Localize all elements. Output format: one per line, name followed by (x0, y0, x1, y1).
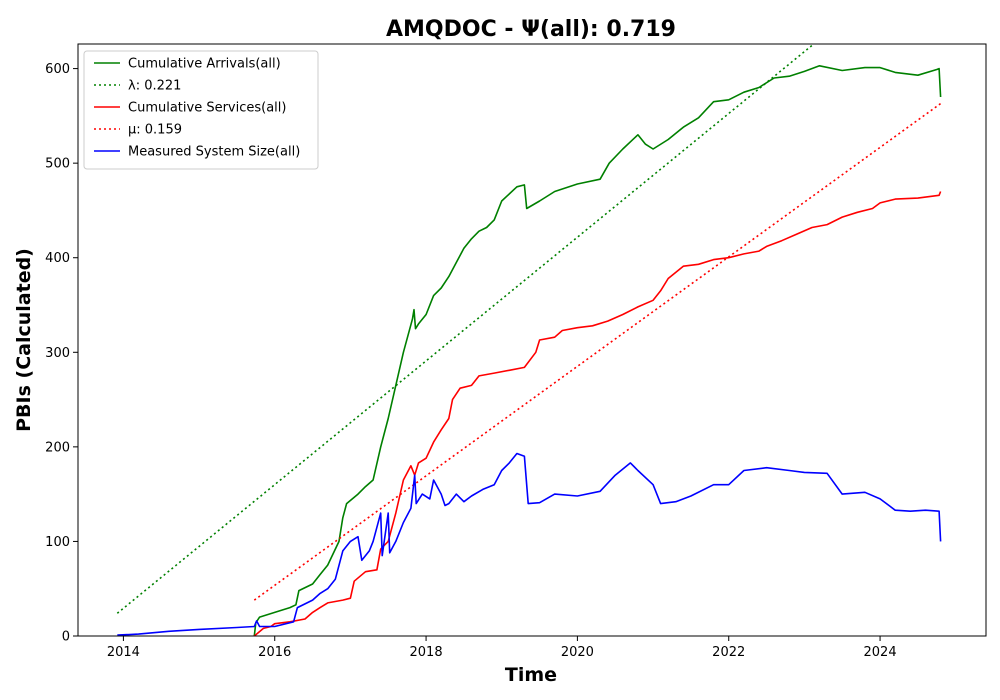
x-tick-label: 2022 (712, 645, 745, 660)
chart-title: AMQDOC - Ψ(all): 0.719 (386, 17, 676, 42)
y-tick-label: 0 (62, 630, 70, 645)
legend-label: μ: 0.159 (128, 123, 182, 138)
series-line-3 (253, 102, 942, 601)
series-lines (116, 44, 942, 636)
x-axis-label: Time (505, 664, 557, 686)
x-tick-label: 2016 (258, 645, 291, 660)
legend-label: Cumulative Services(all) (128, 101, 286, 116)
x-tick-label: 2014 (107, 645, 140, 660)
legend-label: Cumulative Arrivals(all) (128, 57, 281, 72)
series-line-0 (253, 65, 942, 636)
y-axis-label: PBIs (Calculated) (13, 248, 35, 432)
series-line-2 (253, 191, 942, 636)
legend: Cumulative Arrivals(all) λ: 0.221 Cumulati… (83, 50, 319, 170)
y-tick-label: 200 (45, 440, 70, 455)
axes (77, 43, 987, 637)
legend-box (83, 50, 319, 170)
x-tick-label: 2020 (561, 645, 594, 660)
axes-frame (77, 43, 987, 637)
legend-label: λ: 0.221 (128, 79, 181, 94)
x-tick-label: 2018 (410, 645, 443, 660)
y-tick-label: 400 (45, 251, 70, 266)
y-tick-label: 100 (45, 535, 70, 550)
y-tick-label: 500 (45, 157, 70, 172)
series-line-4 (117, 452, 942, 636)
x-tick-label: 2024 (864, 645, 897, 660)
y-tick-label: 300 (45, 346, 70, 361)
legend-label: Measured System Size(all) (128, 145, 300, 160)
ticks: 2014 2016 2018 2020 2022 2024 0 100 200 300 400 500… (45, 62, 896, 660)
y-tick-label: 600 (45, 62, 70, 77)
series-line-1 (116, 44, 816, 614)
